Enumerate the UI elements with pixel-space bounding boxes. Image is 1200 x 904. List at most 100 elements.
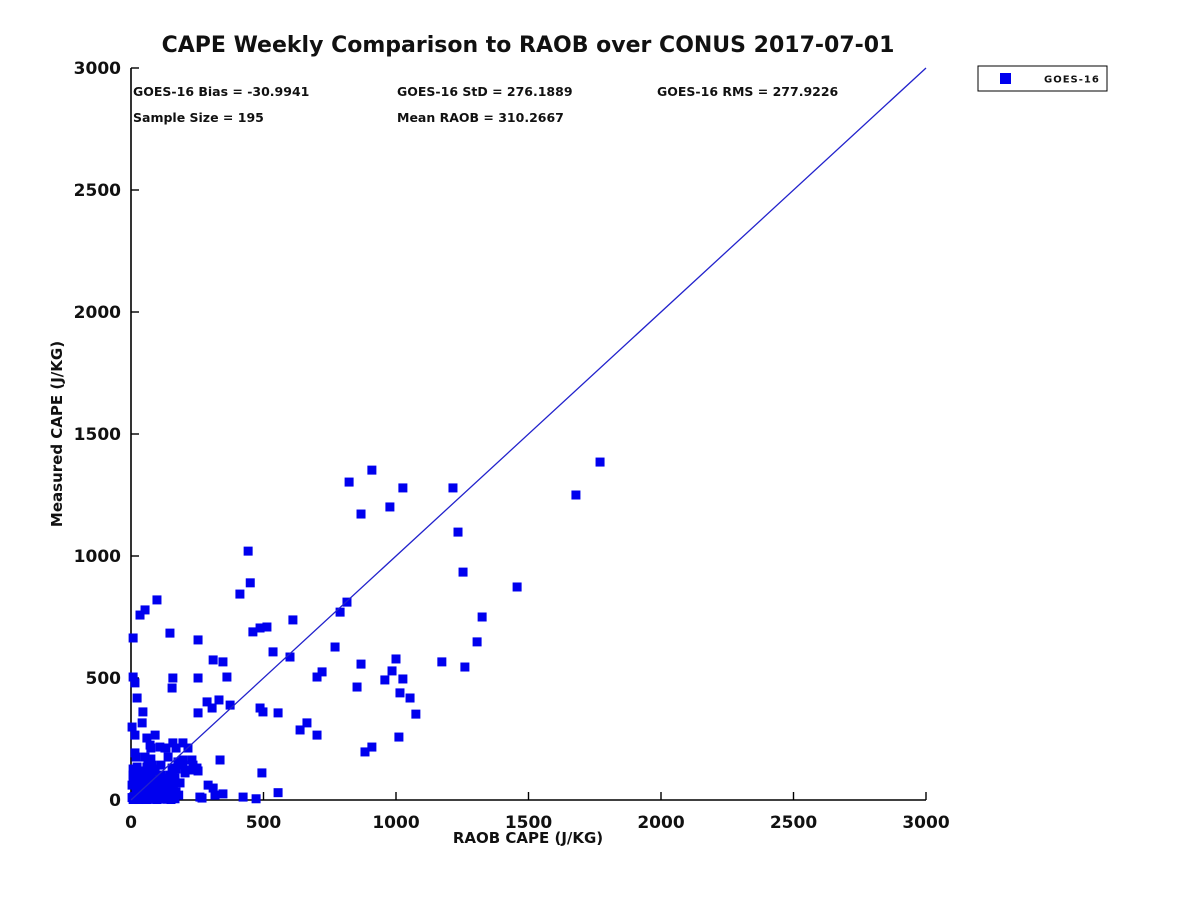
- scatter-point: [175, 778, 185, 788]
- scatter-point: [288, 615, 298, 625]
- scatter-point: [130, 678, 140, 688]
- scatter-point: [285, 652, 295, 662]
- scatter-point: [385, 502, 395, 512]
- scatter-point: [273, 788, 283, 798]
- scatter-point: [178, 738, 188, 748]
- scatter-point: [207, 703, 217, 713]
- y-axis-label: Measured CAPE (J/KG): [48, 341, 66, 527]
- legend: GOES-16: [977, 65, 1108, 92]
- scatter-point: [150, 730, 160, 740]
- stat-sample-size: Sample Size = 195: [133, 110, 264, 125]
- scatter-point: [512, 582, 522, 592]
- scatter-point: [344, 477, 354, 487]
- scatter-point: [203, 780, 213, 790]
- scatter-point: [128, 633, 138, 643]
- scatter-point: [352, 682, 362, 692]
- x-tick-label: 0: [125, 813, 137, 833]
- scatter-point: [214, 695, 224, 705]
- y-tick-label: 2500: [74, 181, 121, 201]
- scatter-point: [595, 457, 605, 467]
- scatter-point: [170, 773, 180, 783]
- x-tick-label: 3000: [902, 813, 949, 833]
- legend-box: [977, 65, 1108, 92]
- scatter-point: [127, 780, 137, 790]
- scatter-point: [178, 755, 188, 765]
- scatter-point: [171, 743, 181, 753]
- scatter-point: [146, 772, 156, 782]
- scatter-point: [208, 655, 218, 665]
- scatter-point: [137, 718, 147, 728]
- stat-rms: GOES-16 RMS = 277.9226: [657, 84, 839, 99]
- scatter-point: [342, 597, 352, 607]
- scatter-point: [251, 794, 261, 804]
- scatter-point: [180, 768, 190, 778]
- scatter-point: [356, 509, 366, 519]
- scatter-point: [132, 693, 142, 703]
- scatter-point: [477, 612, 487, 622]
- scatter-point: [135, 610, 145, 620]
- scatter-point: [356, 659, 366, 669]
- x-tick-label: 1500: [505, 813, 552, 833]
- x-tick-label: 500: [246, 813, 282, 833]
- chart-title: CAPE Weekly Comparison to RAOB over CONU…: [162, 33, 895, 58]
- y-tick-label: 0: [109, 791, 121, 811]
- stat-mean-raob: Mean RAOB = 310.2667: [397, 110, 564, 125]
- scatter-point: [218, 657, 228, 667]
- legend-marker-icon: [1000, 73, 1011, 84]
- scatter-point: [238, 792, 248, 802]
- scatter-point: [131, 752, 141, 762]
- y-tick-label: 1500: [74, 425, 121, 445]
- scatter-point: [405, 693, 415, 703]
- scatter-point: [235, 589, 245, 599]
- x-axis-label: RAOB CAPE (J/KG): [453, 829, 603, 847]
- reference-line: [130, 67, 927, 801]
- scatter-point: [156, 770, 166, 780]
- scatter-point: [159, 787, 169, 797]
- scatter-point: [193, 673, 203, 683]
- scatter-point: [130, 730, 140, 740]
- scatter-point: [460, 662, 470, 672]
- scatter-point: [193, 766, 203, 776]
- scatter-point: [335, 607, 345, 617]
- scatter-point: [163, 752, 173, 762]
- y-tick-label: 2000: [74, 303, 121, 323]
- scatter-point: [398, 483, 408, 493]
- scatter-point: [161, 778, 171, 788]
- scatter-point: [154, 780, 164, 790]
- scatter-point: [128, 672, 138, 682]
- scatter-point: [173, 757, 183, 767]
- scatter-point: [268, 647, 278, 657]
- scatter-point: [193, 708, 203, 718]
- scatter-point: [132, 783, 142, 793]
- scatter-point: [317, 667, 327, 677]
- scatter-point: [394, 732, 404, 742]
- scatter-point: [193, 635, 203, 645]
- scatter-point: [171, 764, 181, 774]
- scatter-point: [161, 743, 171, 753]
- scatter-point: [202, 697, 212, 707]
- scatter-point: [142, 762, 152, 772]
- scatter-point: [147, 784, 157, 794]
- scatter-point: [398, 674, 408, 684]
- scatter-point: [145, 793, 155, 803]
- scatter-point: [134, 772, 144, 782]
- x-tick-label: 2500: [770, 813, 817, 833]
- scatter-point: [127, 722, 137, 732]
- scatter-point: [330, 642, 340, 652]
- scatter-point: [225, 700, 235, 710]
- scatter-point: [142, 733, 152, 743]
- scatter-point: [437, 657, 447, 667]
- scatter-point: [395, 688, 405, 698]
- x-tick-label: 1000: [372, 813, 419, 833]
- scatter-point: [187, 755, 197, 765]
- scatter-point: [453, 527, 463, 537]
- scatter-point: [222, 672, 232, 682]
- scatter-point: [210, 790, 220, 800]
- scatter-point: [312, 730, 322, 740]
- scatter-point: [245, 578, 255, 588]
- scatter-point: [197, 793, 207, 803]
- scatter-point: [243, 546, 253, 556]
- scatter-point: [185, 765, 195, 775]
